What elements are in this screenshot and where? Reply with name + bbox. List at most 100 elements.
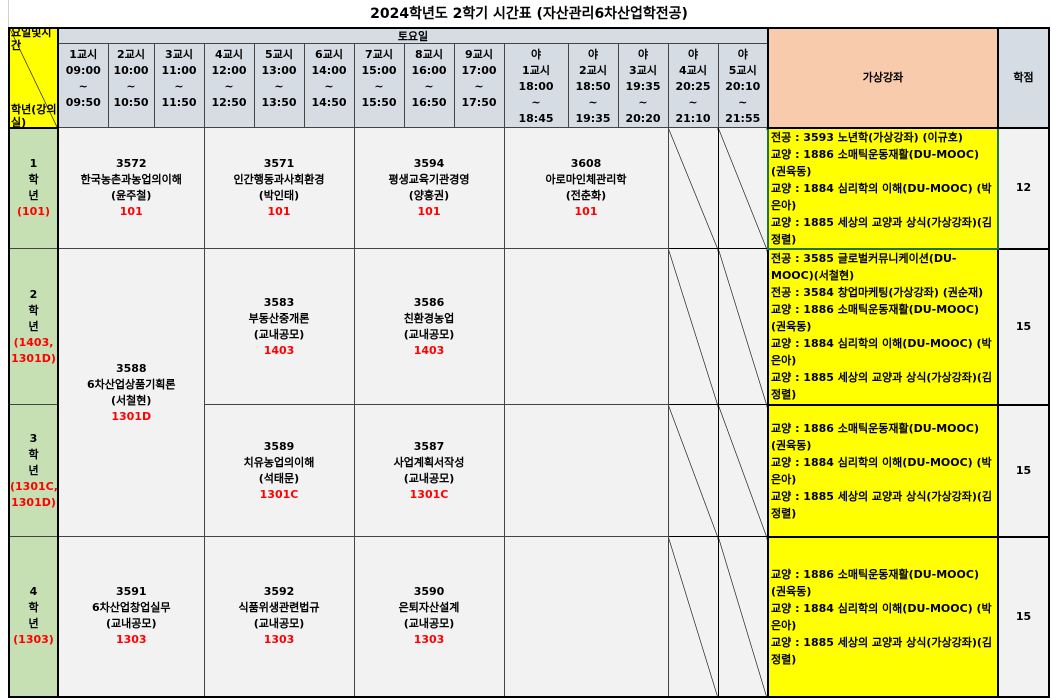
- virtual-course-list[interactable]: 교양 : 1886 소매틱운동재활(DU-MOOC) (권육동) 교양 : 188…: [767, 403, 999, 538]
- period-tilde: ~: [374, 80, 384, 93]
- year-room: (1303): [13, 633, 54, 647]
- unavailable-slot: [717, 404, 769, 537]
- virtual-course-header: 가상강좌: [767, 27, 999, 129]
- period-end: 15:50: [361, 96, 397, 109]
- course-room: 101: [574, 205, 598, 218]
- course-room: 1403: [263, 343, 295, 357]
- unavailable-slot: [667, 404, 719, 537]
- course-cell-3571[interactable]: 3571 인간행동과사회환경 (박인태) 101: [203, 127, 355, 249]
- unavailable-slot: [667, 536, 719, 698]
- course-name: 사업계획서작성: [393, 455, 465, 469]
- period-name: 4교시: [679, 64, 707, 77]
- course-room: 101: [417, 205, 441, 218]
- course-cell-3591[interactable]: 3591 6차산업창업실무 (교내공모) 1303: [57, 536, 205, 698]
- year-row: 4 학 년 (1303) 3591 6차산업창업실무 (교내공모) 1303 3592 식품위생관…: [8, 535, 1051, 698]
- period-header: 야 1교시 18:00 ~18:45: [503, 43, 569, 128]
- period-tilde: ~: [78, 80, 88, 93]
- virtual-course-item: 교양 : 1884 심리학의 이해(DU-MOOC) (박은아): [771, 337, 992, 367]
- period-start: 18:00: [518, 80, 554, 93]
- period-tilde: ~: [126, 80, 136, 93]
- course-cell-3594[interactable]: 3594 평생교육기관경영 (양흥권) 101: [353, 127, 505, 249]
- credit-value: 15: [996, 403, 1051, 538]
- period-start: 10:00: [113, 64, 149, 77]
- virtual-course-item: 교양 : 1885 세상의 교양과 상식(가상강좌)(김정렬): [771, 371, 993, 401]
- course-room: 1301C: [409, 487, 449, 501]
- period-header: 2교시 10:00 ~10:50: [107, 43, 155, 128]
- virtual-course-list[interactable]: 전공 : 3593 노년학(가상강좌) (이규호) 교양 : 1886 소매틱운동…: [767, 126, 999, 250]
- period-tilde: ~: [424, 80, 434, 93]
- year-char: 학: [28, 173, 39, 187]
- course-name: 식품위생관련법규: [238, 601, 320, 615]
- period-header: 3교시 11:00 ~11:50: [153, 43, 205, 128]
- period-start: 09:00: [65, 64, 101, 77]
- course-prof: (교내공모): [403, 471, 455, 485]
- period-name: 5교시: [728, 64, 757, 77]
- virtual-course-list[interactable]: 교양 : 1886 소매틱운동재활(DU-MOOC) (권육동) 교양 : 188…: [767, 535, 999, 698]
- course-code: 3572: [115, 157, 147, 170]
- period-start: 16:00: [411, 64, 447, 77]
- virtual-course-item: 교양 : 1884 심리학의 이해(DU-MOOC) (박은아): [771, 601, 992, 632]
- course-prof: (교내공모): [253, 617, 305, 631]
- course-prof: (교내공모): [403, 617, 455, 631]
- period-start: 18:50: [575, 80, 611, 93]
- period-start: 13:00: [261, 64, 297, 77]
- year-char: 년: [28, 463, 39, 477]
- course-prof: (박인태): [258, 189, 300, 202]
- period-header: 1교시 09:00 ~09:50: [57, 43, 109, 128]
- course-cell-3587[interactable]: 3587 사업계획서작성 (교내공모) 1301C: [353, 404, 505, 537]
- period-header: 4교시 12:00 ~12:50: [203, 43, 255, 128]
- virtual-course-list[interactable]: 전공 : 3585 글로벌커뮤니케이션(DU-MOOC)(서철현) 전공 : 35…: [767, 247, 999, 406]
- unavailable-slot: [717, 127, 769, 249]
- course-name: 부동산중개론: [248, 311, 310, 325]
- course-cell-3572[interactable]: 3572 한국농촌과농업의이해 (윤주철) 101: [57, 127, 205, 249]
- year-room: (1403, 1301D): [11, 335, 56, 365]
- course-cell-3586[interactable]: 3586 친환경농업 (교내공모) 1403: [353, 248, 505, 405]
- empty-cell[interactable]: [503, 248, 669, 405]
- period-end: 17:50: [461, 96, 497, 109]
- year-label: 4 학 년 (1303): [8, 536, 59, 698]
- course-prof: (양흥권): [408, 189, 450, 202]
- period-start: 19:35: [625, 80, 661, 93]
- period-tilde: ~: [738, 96, 748, 109]
- course-name: 아로마인체관리학: [545, 173, 627, 186]
- empty-cell[interactable]: [503, 404, 669, 537]
- period-name: 1교시: [522, 64, 550, 77]
- course-name: 6차산업창업실무: [92, 601, 171, 615]
- course-room: 1303: [413, 633, 445, 647]
- page-title: 2024학년도 2학기 시간표 (자산관리6차산업학전공): [9, 0, 1050, 29]
- period-name: 2교시: [579, 64, 607, 77]
- course-code: 3587: [413, 439, 445, 453]
- course-room: 101: [119, 205, 143, 218]
- period-header: 6교시 14:00 ~14:50: [303, 43, 355, 128]
- period-end: 09:50: [65, 96, 101, 109]
- period-name: 3교시: [165, 48, 193, 61]
- period-prefix: 야: [687, 48, 699, 61]
- course-prof: (교내공모): [105, 617, 157, 631]
- course-cell-3588[interactable]: 3588 6차산업상품기획론 (서철현) 1301D: [57, 248, 205, 537]
- course-code: 3588: [115, 361, 147, 375]
- period-end: 21:10: [675, 112, 711, 125]
- course-prof: (교내공모): [253, 327, 305, 341]
- course-cell-3589[interactable]: 3589 치유농업의이해 (석태문) 1301C: [203, 404, 355, 537]
- period-name: 5교시: [265, 48, 293, 61]
- period-tilde: ~: [638, 96, 648, 109]
- period-end: 21:55: [725, 112, 761, 125]
- virtual-course-item: 교양 : 1884 심리학의 이해(DU-MOOC) (박은아): [771, 181, 992, 212]
- course-cell-3583[interactable]: 3583 부동산중개론 (교내공모) 1403: [203, 248, 355, 405]
- course-code: 3589: [263, 439, 295, 453]
- period-prefix: 야: [530, 48, 542, 61]
- year-number: 2: [29, 287, 38, 301]
- empty-cell[interactable]: [503, 536, 669, 698]
- year-room: (1301C, 1301D): [10, 479, 58, 509]
- year-char: 학: [28, 601, 39, 615]
- period-tilde: ~: [324, 80, 334, 93]
- virtual-course-item: 교양 : 1886 소매틱운동재활(DU-MOOC) (권육동): [771, 147, 979, 178]
- course-cell-3592[interactable]: 3592 식품위생관련법규 (교내공모) 1303: [203, 536, 355, 698]
- course-cell-3590[interactable]: 3590 은퇴자산설계 (교내공모) 1303: [353, 536, 505, 698]
- virtual-course-item: 교양 : 1886 소매틱운동재활(DU-MOOC) (권육동): [771, 421, 979, 452]
- period-tilde: ~: [224, 80, 234, 93]
- course-cell-3608[interactable]: 3608 아로마인체관리학 (전춘화) 101: [503, 127, 669, 249]
- period-header: 9교시 17:00 ~17:50: [453, 43, 505, 128]
- period-header: 야 3교시 19:35 ~20:20: [617, 43, 669, 128]
- period-name: 3교시: [629, 64, 657, 77]
